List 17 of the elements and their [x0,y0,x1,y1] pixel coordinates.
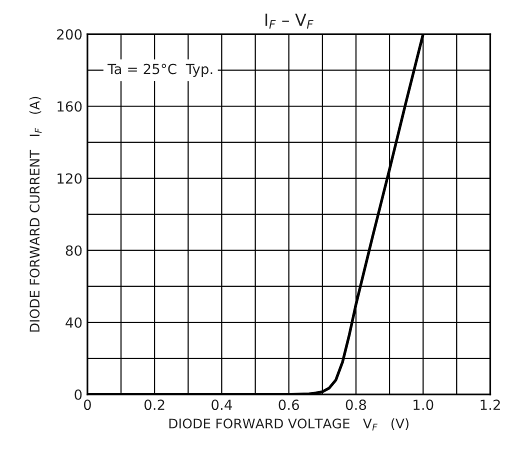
x-tick-label: 0.8 [346,400,366,410]
x-tick-label: 0.4 [212,400,232,410]
x-tick-label: 0.6 [278,400,300,410]
y-tick-label: 160 [58,101,82,112]
text: DIODE FORWARD VOLTAGE V$_{F}$ (V) [169,418,409,430]
y-tick-label: 80 [66,245,82,256]
x-tick-label: 0.2 [144,400,164,410]
chart-title: I$_{F}$ – V$_{F}$ [265,14,314,29]
x-tick-label: 1.0 [414,400,434,410]
text: DIODE FORWARD CURRENT I$_{F}$ (A) [29,96,42,332]
y-tick-label: 40 [66,317,82,328]
x-tick-label: 1.2 [480,400,500,410]
y-tick-label: 120 [58,173,82,184]
y-tick-label: 200 [57,29,82,40]
annotation: Ta = 25°C Typ. [108,64,212,77]
x-tick-label: 0 [84,400,91,410]
y-tick-label: 0 [74,389,82,400]
